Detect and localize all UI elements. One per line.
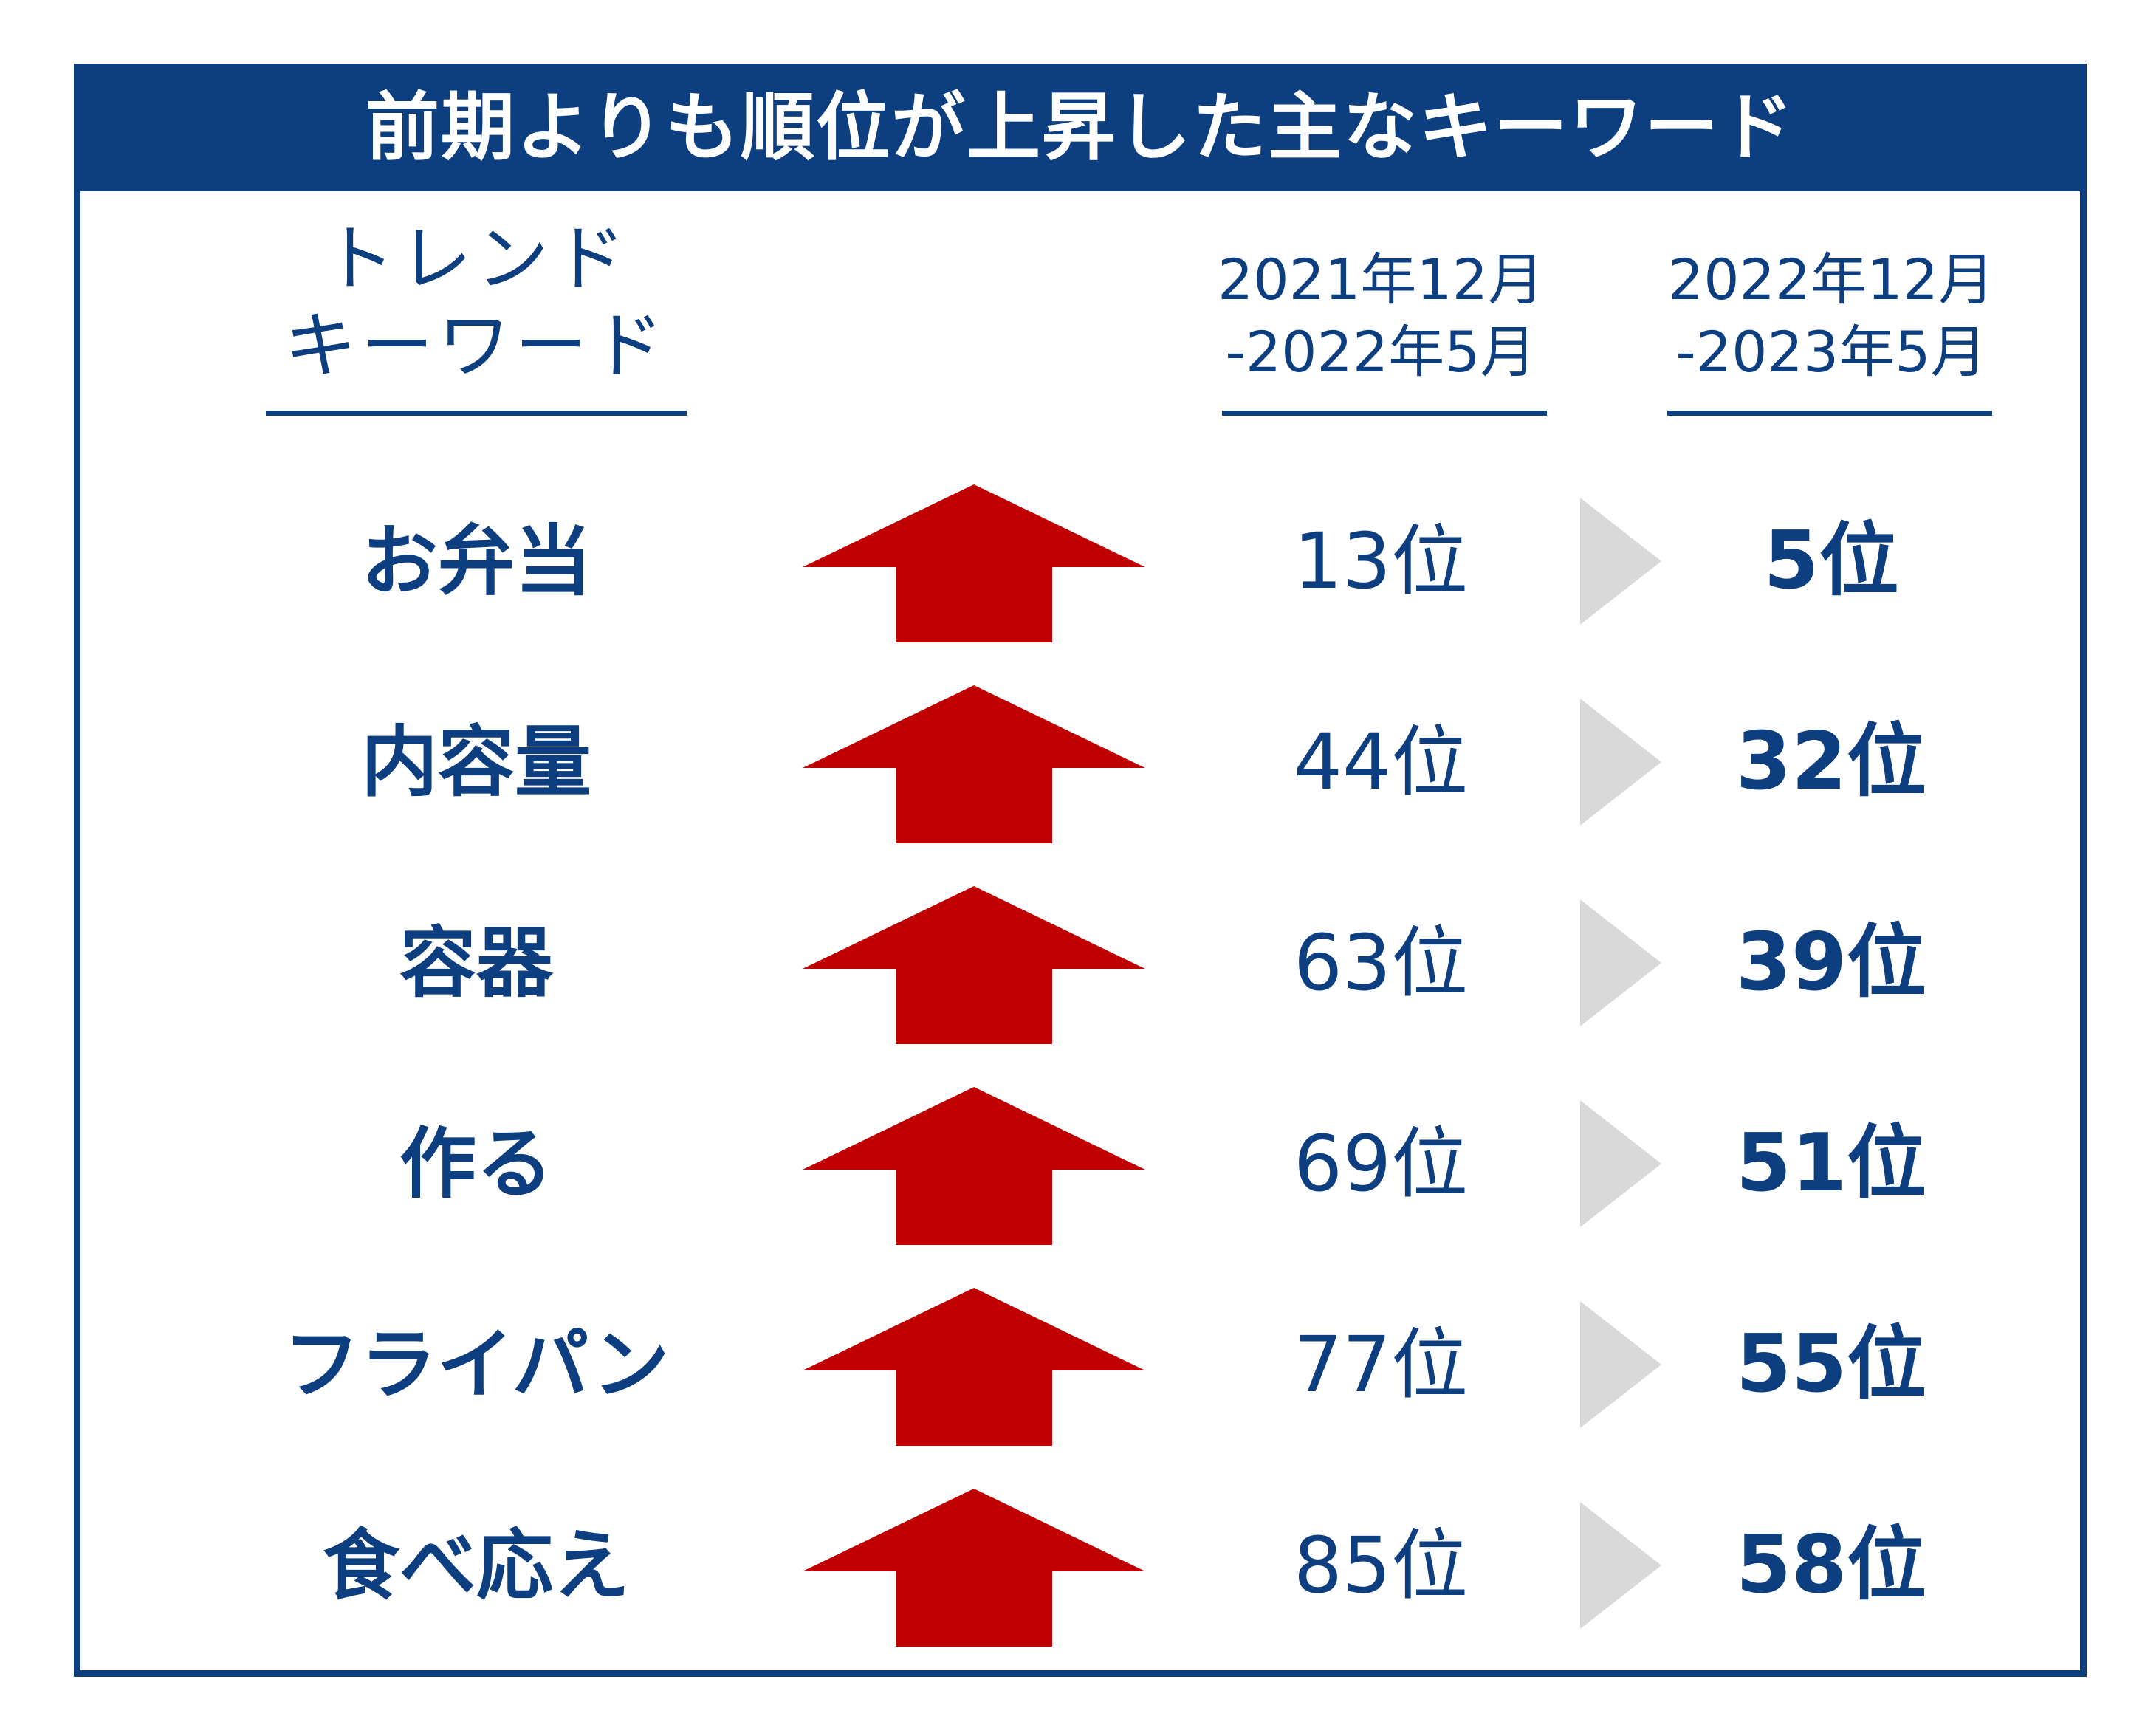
- current-rank: 58位: [1735, 1519, 1927, 1611]
- header-previous-underline: [1222, 411, 1547, 416]
- keyword-label: 容器: [399, 918, 553, 1008]
- keyword-label: 作る: [399, 1119, 553, 1209]
- header-previous-period: 2021年12月 -2022年5月: [1211, 244, 1551, 388]
- header-current-period-line2: -2023年5月: [1675, 319, 1987, 385]
- chevron-right-icon: [1580, 699, 1661, 826]
- chevron-right-icon: [1580, 1502, 1661, 1629]
- keyword-label: 食べ応え: [322, 1520, 630, 1610]
- list-item: 内容量 44位 32位: [0, 681, 2145, 843]
- header-previous-period-line1: 2021年12月: [1217, 247, 1545, 312]
- list-item: 食べ応え 85位 58位: [0, 1484, 2145, 1647]
- previous-rank: 63位: [1293, 918, 1469, 1008]
- header-current-period-line1: 2022年12月: [1667, 247, 1995, 312]
- header-current-period: 2022年12月 -2023年5月: [1661, 244, 2001, 388]
- up-arrow-icon: [803, 685, 1145, 843]
- panel-title: 前期よりも順位が上昇した主なキーワード: [74, 64, 2087, 191]
- header-trend-keyword: トレンド キーワード: [266, 216, 687, 390]
- up-arrow-icon: [803, 886, 1145, 1044]
- header-trend-keyword-line1: トレンド: [322, 217, 630, 301]
- up-arrow-icon: [803, 1087, 1145, 1245]
- chevron-right-icon: [1580, 899, 1661, 1026]
- previous-rank: 44位: [1293, 717, 1469, 807]
- previous-rank: 77位: [1293, 1320, 1469, 1410]
- list-item: フライパン 77位 55位: [0, 1283, 2145, 1446]
- previous-rank: 69位: [1293, 1119, 1469, 1209]
- list-item: 作る 69位 51位: [0, 1083, 2145, 1245]
- header-trend-keyword-line2: キーワード: [284, 304, 668, 388]
- header-keyword-underline: [266, 411, 687, 416]
- up-arrow-icon: [803, 1489, 1145, 1647]
- chevron-right-icon: [1580, 1100, 1661, 1227]
- keyword-label: 内容量: [360, 717, 591, 807]
- keyword-label: お弁当: [360, 516, 591, 606]
- up-arrow-icon: [803, 1288, 1145, 1446]
- keyword-panel: [74, 64, 2087, 1677]
- header-previous-period-line2: -2022年5月: [1225, 319, 1537, 385]
- current-rank: 32位: [1735, 716, 1927, 808]
- current-rank: 51位: [1735, 1117, 1927, 1210]
- previous-rank: 85位: [1293, 1520, 1469, 1610]
- chevron-right-icon: [1580, 1301, 1661, 1428]
- current-rank: 5位: [1763, 515, 1899, 607]
- chevron-right-icon: [1580, 498, 1661, 625]
- previous-rank: 13位: [1293, 516, 1469, 606]
- up-arrow-icon: [803, 484, 1145, 642]
- current-rank: 39位: [1735, 916, 1927, 1009]
- current-rank: 55位: [1735, 1318, 1927, 1410]
- list-item: お弁当 13位 5位: [0, 480, 2145, 642]
- header-current-underline: [1667, 411, 1992, 416]
- keyword-label: フライパン: [283, 1320, 670, 1410]
- list-item: 容器 63位 39位: [0, 882, 2145, 1044]
